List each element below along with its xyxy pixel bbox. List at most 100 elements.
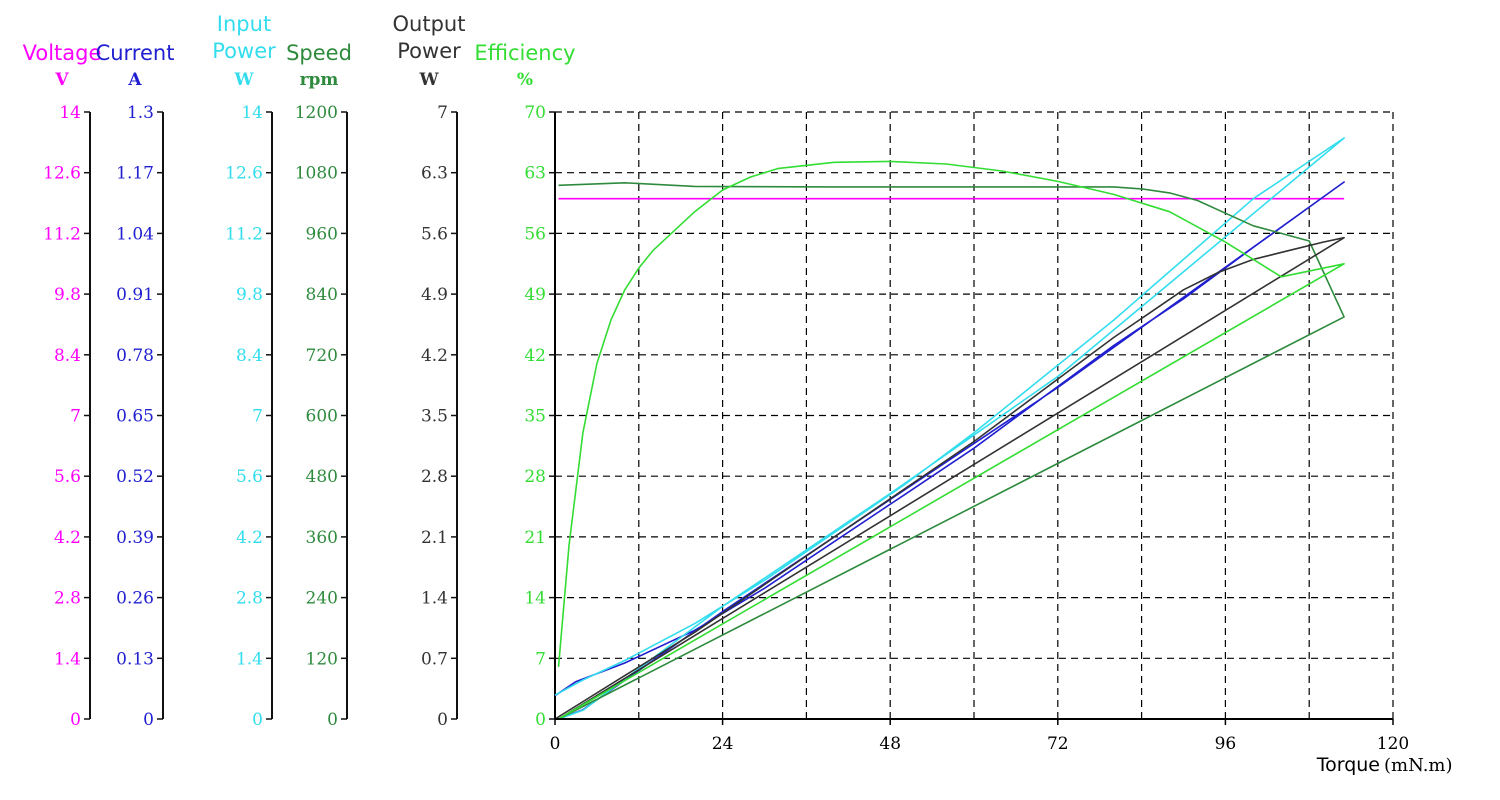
speed-tick-label: 960 [306, 224, 338, 244]
voltage-tick-label: 1.4 [54, 649, 81, 669]
input_power-tick-label: 4.2 [236, 528, 263, 548]
voltage-tick-label: 14 [59, 103, 81, 123]
speed-tick-label: 0 [327, 710, 338, 730]
efficiency-tick-label: 42 [524, 346, 546, 366]
x-tick-label: 24 [712, 734, 734, 754]
current-tick-label: 1.04 [116, 224, 154, 244]
current-tick-label: 1.17 [116, 164, 154, 184]
speed-tick-label: 480 [306, 467, 338, 487]
efficiency-axis: Efficiency% 0 7 14 21 28 35 42 49 56 63 70 [474, 41, 575, 730]
x-tick-label: 48 [879, 734, 901, 754]
efficiency-axis-title: Efficiency [474, 41, 575, 65]
output_power-series-line [554, 236, 1345, 720]
current-tick-label: 1.3 [127, 103, 154, 123]
efficiency-tick-label: 28 [524, 467, 546, 487]
efficiency-tick-label: 35 [524, 407, 546, 427]
speed-tick-label: 1200 [295, 103, 338, 123]
output_power-tick-label: 5.6 [421, 224, 448, 244]
speed-axis-unit: rpm [300, 70, 339, 90]
input_power-axis-unit: W [233, 70, 254, 90]
x-tick-label: 120 [1377, 734, 1409, 754]
efficiency-tick-label: 63 [524, 164, 546, 184]
output_power-tick-label: 2.8 [421, 467, 448, 487]
efficiency-tick-label: 0 [535, 710, 546, 730]
speed-tick-label: 600 [306, 407, 338, 427]
voltage-tick-label: 2.8 [54, 589, 81, 609]
input_power-tick-label: 2.8 [236, 589, 263, 609]
voltage-tick-label: 7 [70, 407, 81, 427]
x-tick-label: 96 [1215, 734, 1237, 754]
efficiency-tick-label: 70 [524, 103, 546, 123]
current-axis-title: Current [96, 41, 175, 65]
speed-series-line [558, 182, 1345, 720]
speed-tick-label: 360 [306, 528, 338, 548]
voltage-tick-label: 12.6 [43, 164, 81, 184]
output_power-tick-label: 6.3 [421, 164, 448, 184]
input_power-axis-title: Input [217, 12, 271, 36]
efficiency-axis-unit: % [517, 70, 533, 90]
voltage-axis-unit: V [54, 70, 69, 90]
voltage-axis-title: Voltage [23, 41, 102, 65]
input_power-axis-title: Power [212, 39, 276, 63]
current-tick-label: 0.65 [116, 407, 154, 427]
speed-axis-title: Speed [286, 41, 352, 65]
voltage-tick-label: 4.2 [54, 528, 81, 548]
efficiency-series-line [557, 160, 1345, 720]
input_power-tick-label: 14 [241, 103, 263, 123]
voltage-tick-label: 9.8 [54, 285, 81, 305]
output_power-tick-label: 4.9 [421, 285, 448, 305]
speed-tick-label: 840 [306, 285, 338, 305]
current-axis: Current A 0 0.13 0.26 0.39 0.52 0.65 0.78 0.91 1.0… [96, 41, 175, 730]
output_power-tick-label: 3.5 [421, 407, 448, 427]
speed-axis: Speed rpm 0 120 240 360 480 600 720 840 960 1080 120… [286, 41, 352, 730]
speed-tick-label: 1080 [295, 164, 338, 184]
output_power-tick-label: 0 [437, 710, 448, 730]
current-tick-label: 0.39 [116, 528, 154, 548]
efficiency-tick-label: 21 [524, 528, 546, 548]
input_power-series-line [554, 137, 1345, 720]
output_power-tick-label: 1.4 [421, 589, 448, 609]
current-tick-label: 0 [143, 710, 154, 730]
x-axis-title: Torque [1316, 754, 1380, 776]
voltage-tick-label: 11.2 [43, 224, 81, 244]
current-tick-label: 0.13 [116, 649, 154, 669]
input_power-tick-label: 5.6 [236, 467, 263, 487]
output_power-tick-label: 0.7 [421, 649, 448, 669]
efficiency-tick-label: 56 [524, 224, 546, 244]
voltage-axis: Voltage V 0 1.4 2.8 4.2 5.6 7 8.4 9.8 11.2 12.6 14 [23, 41, 102, 730]
input_power-tick-label: 1.4 [236, 649, 263, 669]
output_power-tick-label: 7 [437, 103, 448, 123]
efficiency-tick-label: 14 [524, 589, 546, 609]
input_power-tick-label: 8.4 [236, 346, 263, 366]
voltage-tick-label: 0 [70, 710, 81, 730]
x-tick-label: 72 [1047, 734, 1069, 754]
output_power-tick-label: 2.1 [421, 528, 448, 548]
x-axis-unit: (mN.m) [1384, 755, 1453, 776]
input_power-tick-label: 9.8 [236, 285, 263, 305]
input_power-tick-label: 7 [252, 407, 263, 427]
output_power-tick-label: 4.2 [421, 346, 448, 366]
speed-tick-label: 240 [306, 589, 338, 609]
input_power-tick-label: 11.2 [225, 224, 263, 244]
input_power-tick-label: 12.6 [225, 164, 263, 184]
y-axes-layer: Voltage V 0 1.4 2.8 4.2 5.6 7 8.4 9.8 11.2 12.6 14 Cu… [23, 12, 576, 730]
x-tick-label: 0 [550, 734, 561, 754]
current-axis-unit: A [127, 70, 142, 90]
current-tick-label: 0.78 [116, 346, 154, 366]
input_power-axis: Input Power W 0 1.4 2.8 4.2 5.6 7 8.4 9.8 11.2 12.6 1… [212, 12, 276, 730]
series-layer [554, 137, 1345, 720]
speed-tick-label: 120 [306, 649, 338, 669]
current-tick-label: 0.26 [116, 589, 154, 609]
efficiency-tick-label: 49 [524, 285, 546, 305]
current-tick-label: 0.91 [116, 285, 154, 305]
efficiency-tick-label: 7 [535, 649, 546, 669]
input_power-tick-label: 0 [252, 710, 263, 730]
voltage-tick-label: 5.6 [54, 467, 81, 487]
output_power-axis: Output Power W 0 0.7 1.4 2.1 2.8 3.5 4.2 4.9 5.6 6.3… [393, 12, 466, 730]
current-tick-label: 0.52 [116, 467, 154, 487]
plot-grid [555, 111, 1394, 719]
voltage-tick-label: 8.4 [54, 346, 81, 366]
speed-tick-label: 720 [306, 346, 338, 366]
